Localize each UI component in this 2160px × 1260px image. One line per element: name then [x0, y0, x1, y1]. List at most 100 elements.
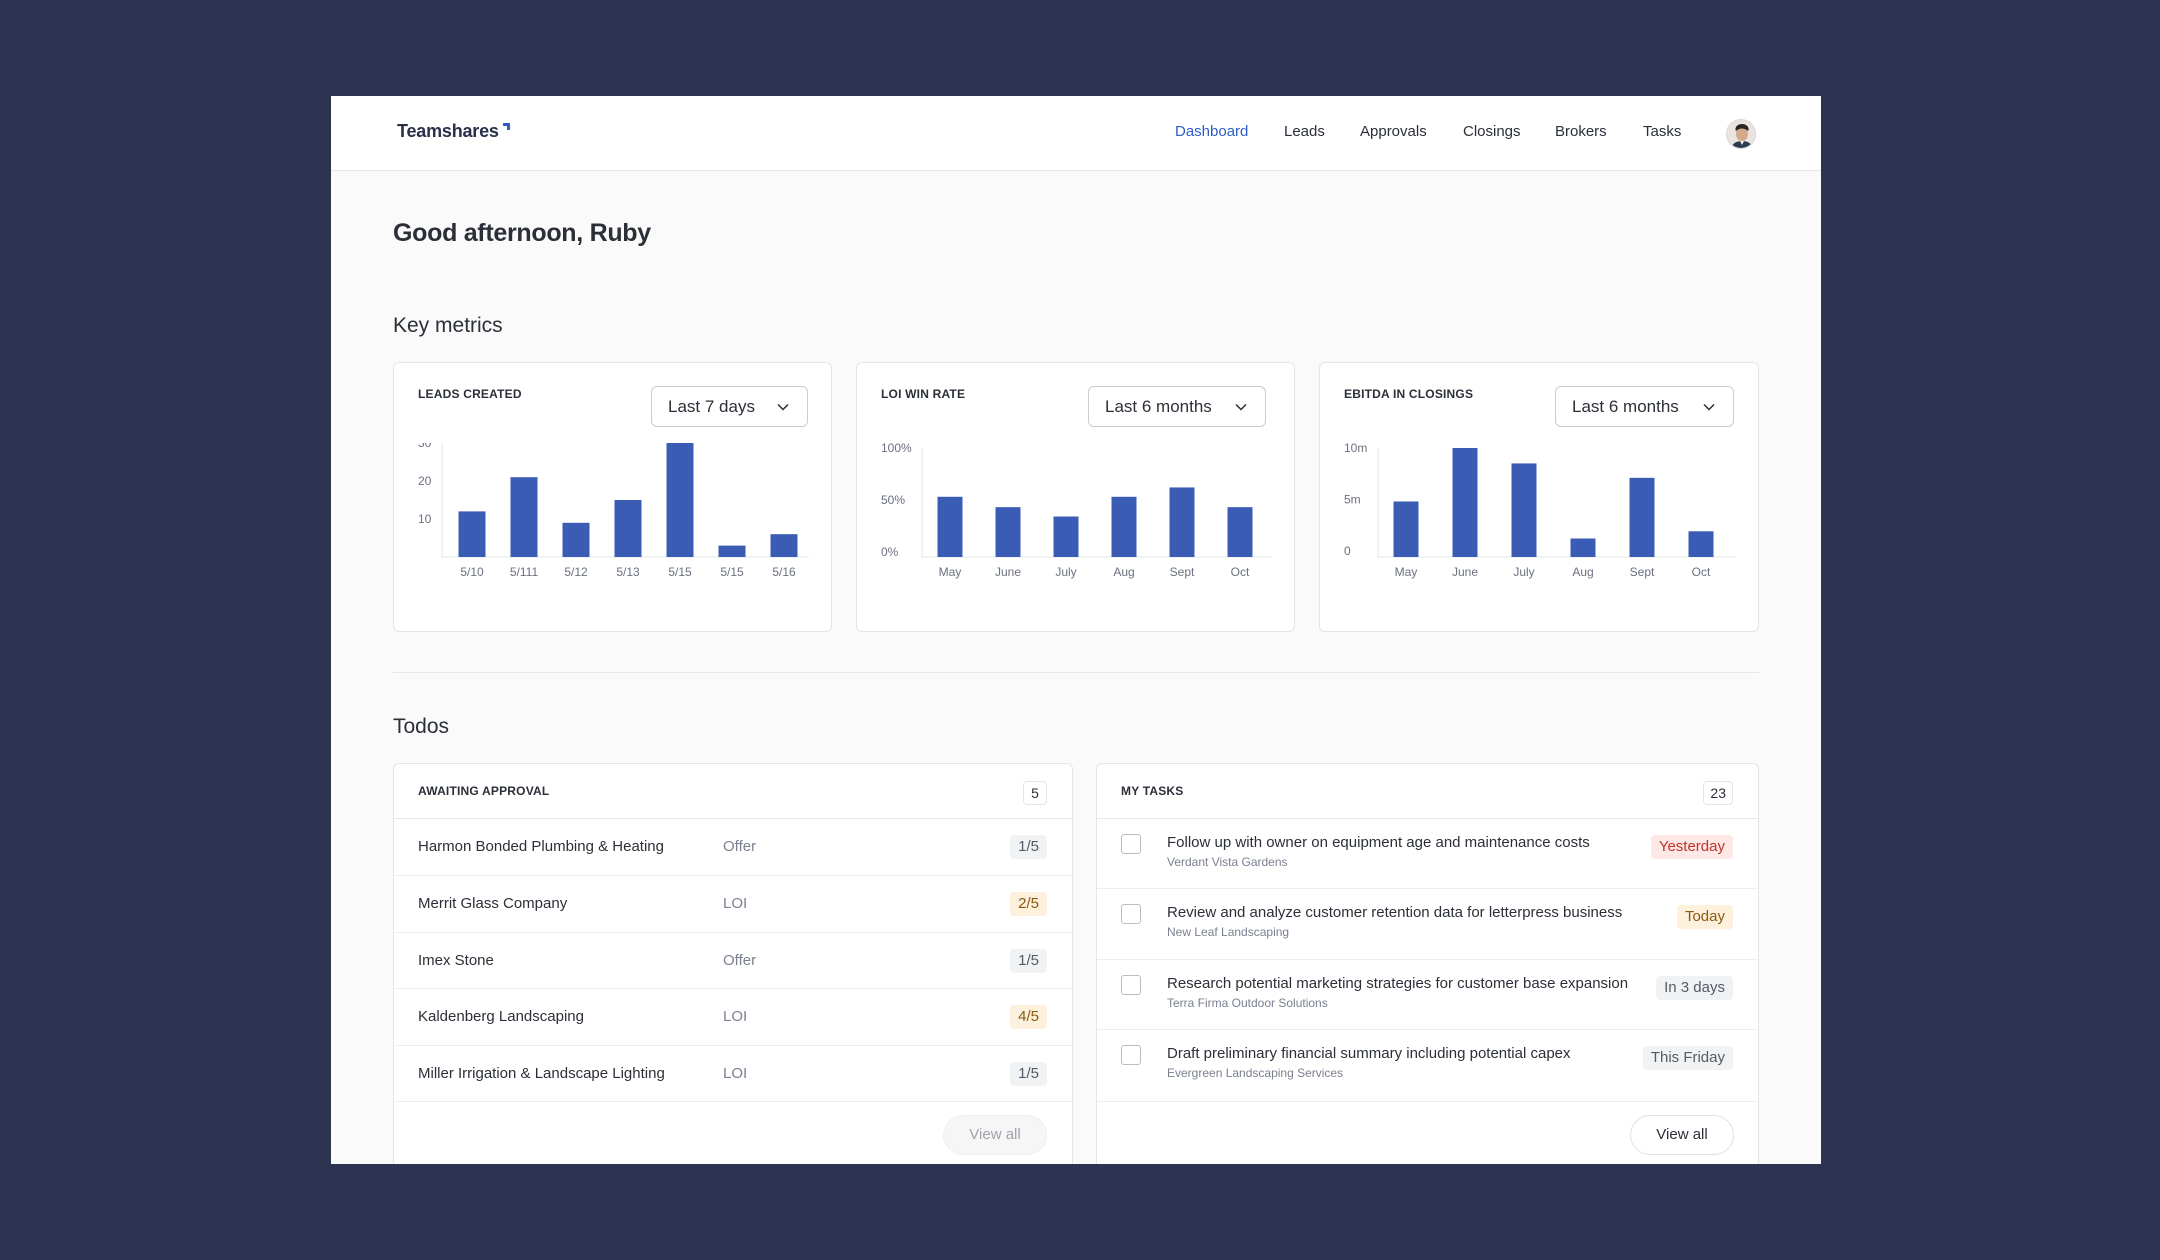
- task-company: Terra Firma Outdoor Solutions: [1167, 996, 1328, 1010]
- panel-title: MY TASKS: [1121, 784, 1184, 798]
- approval-type: LOI: [723, 1065, 748, 1082]
- chart-bar: [1053, 516, 1079, 557]
- range-dropdown-ebitda[interactable]: Last 6 months: [1555, 386, 1734, 427]
- approval-company-name: Merrit Glass Company: [418, 895, 568, 912]
- nav-closings[interactable]: Closings: [1463, 123, 1521, 140]
- chart-bar: [937, 496, 963, 557]
- approval-company-name: Miller Irrigation & Landscape Lighting: [418, 1065, 665, 1082]
- task-company: New Leaf Landscaping: [1167, 925, 1290, 939]
- metric-card-loi-win-rate: LOI WIN RATE Last 6 months 0% 50% 100% May J…: [856, 362, 1295, 632]
- x-tick-label: Aug: [1113, 565, 1134, 579]
- x-tick-label: July: [1513, 565, 1534, 579]
- task-checkbox[interactable]: [1121, 904, 1141, 924]
- approval-step-badge: 1/5: [1010, 949, 1047, 973]
- chevron-down-icon: [1703, 403, 1715, 411]
- task-due-badge: In 3 days: [1656, 976, 1733, 1000]
- tasks-view-all-button[interactable]: View all: [1630, 1115, 1734, 1155]
- range-dropdown-leads[interactable]: Last 7 days: [651, 386, 808, 427]
- section-divider: [393, 672, 1759, 673]
- panel-header: MY TASKS 23: [1097, 764, 1758, 819]
- chart-bar: [1629, 477, 1655, 557]
- chevron-down-icon: [1235, 403, 1247, 411]
- range-dropdown-value: Last 6 months: [1572, 397, 1679, 416]
- task-due-badge: Today: [1676, 905, 1733, 929]
- y-tick-label: 30: [418, 443, 432, 450]
- approval-step-badge: 1/5: [1010, 1062, 1047, 1086]
- y-tick-label: 10: [418, 512, 432, 526]
- y-tick-label: 5m: [1344, 492, 1361, 506]
- leads-created-chart: 10 20 30 5/10 5/111 5/12 5/13 5/15 5/15 5/16: [418, 443, 809, 579]
- metric-card-leads-created: LEADS CREATED Last 7 days 10 20 30 5/10 5/11…: [393, 362, 832, 632]
- chart-bar: [458, 511, 486, 557]
- approval-row[interactable]: Harmon Bonded Plumbing & Heating Offer 1…: [394, 819, 1072, 876]
- x-tick-label: 5/12: [564, 565, 588, 579]
- task-checkbox[interactable]: [1121, 834, 1141, 854]
- x-tick-label: 5/10: [460, 565, 484, 579]
- approval-row[interactable]: Merrit Glass Company LOI 2/5: [394, 876, 1072, 933]
- approval-row[interactable]: Miller Irrigation & Landscape Lighting L…: [394, 1046, 1072, 1102]
- x-tick-label: Sept: [1170, 565, 1195, 579]
- task-row[interactable]: Follow up with owner on equipment age an…: [1097, 819, 1758, 889]
- approval-step-badge: 2/5: [1010, 892, 1047, 916]
- panel-title: AWAITING APPROVAL: [418, 784, 550, 798]
- approval-step-badge: 4/5: [1010, 1005, 1047, 1029]
- nav-dashboard[interactable]: Dashboard: [1175, 123, 1249, 140]
- brand-logo[interactable]: Teamshares: [397, 121, 499, 141]
- task-company: Evergreen Landscaping Services: [1167, 1066, 1344, 1080]
- x-tick-label: Aug: [1572, 565, 1593, 579]
- nav-tasks[interactable]: Tasks: [1643, 123, 1682, 140]
- avatar-portrait-icon: [1727, 120, 1755, 148]
- chart-bar: [718, 545, 746, 557]
- task-company: Verdant Vista Gardens: [1167, 855, 1288, 869]
- x-tick-label: Oct: [1231, 565, 1250, 579]
- y-tick-label: 50%: [881, 493, 905, 507]
- chart-bar: [1452, 448, 1478, 557]
- x-tick-label: 5/15: [668, 565, 692, 579]
- task-row[interactable]: Research potential marketing strategies …: [1097, 960, 1758, 1030]
- task-row[interactable]: Draft preliminary financial summary incl…: [1097, 1030, 1758, 1102]
- my-tasks-panel: MY TASKS 23 Follow up with owner on equi…: [1096, 763, 1759, 1164]
- loi-win-rate-chart: 0% 50% 100% May June July Aug Sept Oct: [881, 443, 1272, 579]
- x-tick-label: Oct: [1692, 565, 1711, 579]
- task-checkbox[interactable]: [1121, 975, 1141, 995]
- chart-bar: [995, 507, 1021, 557]
- range-dropdown-loi[interactable]: Last 6 months: [1088, 386, 1266, 427]
- task-checkbox[interactable]: [1121, 1045, 1141, 1065]
- approval-company-name: Imex Stone: [418, 952, 494, 969]
- metric-card-title: LEADS CREATED: [418, 387, 522, 401]
- ebitda-chart: 0 5m 10m May June July Aug Sept Oct: [1344, 443, 1736, 579]
- y-tick-label: 0: [1344, 544, 1351, 558]
- chart-bar: [1511, 463, 1537, 557]
- x-tick-label: 5/111: [510, 565, 539, 579]
- approval-row[interactable]: Kaldenberg Landscaping LOI 4/5: [394, 989, 1072, 1046]
- x-tick-label: 5/15: [720, 565, 744, 579]
- x-tick-label: May: [1395, 565, 1418, 579]
- user-avatar[interactable]: [1726, 119, 1756, 149]
- task-count-badge: 23: [1703, 781, 1733, 805]
- top-nav-bar: Teamshares Dashboard Leads Approvals Clo…: [331, 96, 1821, 171]
- nav-brokers[interactable]: Brokers: [1555, 123, 1607, 140]
- task-row[interactable]: Review and analyze customer retention da…: [1097, 889, 1758, 960]
- approval-row[interactable]: Imex Stone Offer 1/5: [394, 933, 1072, 989]
- y-tick-label: 20: [418, 474, 432, 488]
- nav-leads[interactable]: Leads: [1284, 123, 1325, 140]
- approvals-view-all-button[interactable]: View all: [943, 1115, 1047, 1155]
- range-dropdown-value: Last 7 days: [668, 397, 755, 416]
- panel-header: AWAITING APPROVAL 5: [394, 764, 1072, 819]
- awaiting-approval-panel: AWAITING APPROVAL 5 Harmon Bonded Plumbi…: [393, 763, 1073, 1164]
- y-tick-label: 10m: [1344, 443, 1367, 455]
- key-metrics-heading: Key metrics: [393, 314, 503, 337]
- x-tick-label: July: [1055, 565, 1076, 579]
- x-tick-label: 5/16: [772, 565, 796, 579]
- chart-bar: [510, 477, 538, 557]
- task-title: Review and analyze customer retention da…: [1167, 904, 1623, 921]
- metric-card-title: EBITDA IN CLOSINGS: [1344, 387, 1474, 401]
- chart-bar: [1570, 538, 1596, 557]
- chart-bar: [770, 534, 798, 557]
- nav-approvals[interactable]: Approvals: [1360, 123, 1427, 140]
- approval-type: Offer: [723, 838, 757, 855]
- todos-heading: Todos: [393, 715, 450, 738]
- x-tick-label: June: [1452, 565, 1478, 579]
- task-title: Draft preliminary financial summary incl…: [1167, 1045, 1571, 1062]
- x-tick-label: June: [995, 565, 1021, 579]
